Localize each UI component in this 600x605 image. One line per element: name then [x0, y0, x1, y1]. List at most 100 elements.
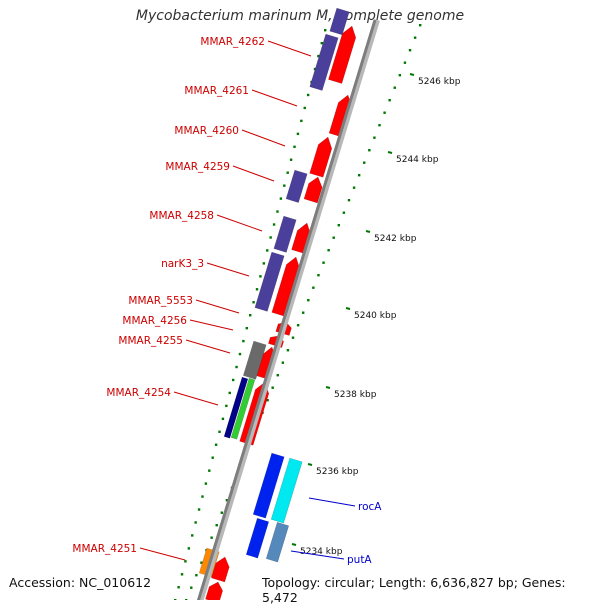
tick-dot [307, 299, 310, 302]
tick-dot [383, 111, 386, 114]
tick-dot [286, 349, 290, 352]
cds-forward-11-shape [211, 556, 230, 583]
gene-label-MMAR_4255: MMAR_4255 [118, 335, 183, 347]
inner-tick-dot [208, 469, 211, 472]
inner-tick-dot [306, 93, 310, 97]
leader-lines [139, 40, 356, 561]
inner-tick-dot [231, 378, 235, 382]
tick-dot [408, 49, 412, 52]
cds-reverse-4-shape [273, 215, 297, 253]
tick-dot [200, 561, 203, 564]
gene-label-narK3_3: narK3_3 [161, 258, 204, 270]
tick-dot [357, 174, 361, 177]
inner-tick-dot [252, 301, 255, 304]
gene-label-MMAR_4259: MMAR_4259 [165, 161, 230, 173]
cds-forward-12-shape [205, 581, 223, 600]
cds-reverse-2-shape [309, 33, 339, 91]
cds-forward-4-shape [303, 176, 323, 204]
tick-dot [225, 499, 229, 502]
gene-label-MMAR_4262: MMAR_4262 [200, 36, 265, 48]
leader-line [216, 214, 263, 232]
major-tick [345, 307, 351, 310]
inner-tick-dot [255, 288, 259, 291]
gene-features [198, 7, 357, 600]
tick-dot [312, 286, 315, 289]
cds-forward-3-shape [309, 136, 333, 178]
leader-line [173, 391, 219, 406]
cds-reverse-1-shape [329, 7, 350, 36]
scale-labels: 5246 kbp 5244 kbp 5242 kbp 5240 kbp 5238 kbp… [291, 73, 461, 557]
inner-tick-dot [317, 54, 320, 58]
inner-tick-dot [221, 417, 225, 421]
tick-dot [363, 161, 366, 164]
cds-forward-3 [309, 136, 333, 178]
tick-dot [352, 186, 356, 189]
feature-navy-shape [223, 376, 249, 439]
gene-label-MMAR_4251: MMAR_4251 [72, 543, 137, 555]
inner-tick-dot [180, 573, 184, 576]
inner-tick-dot [303, 106, 306, 110]
inner-tick-dot [211, 456, 214, 459]
feature-blue-1 [252, 452, 285, 519]
cds-reverse-2 [309, 33, 339, 91]
feature-label-putA: putA [347, 554, 372, 566]
cds-forward-1-shape [328, 25, 357, 84]
tick-dot [337, 224, 341, 227]
map-title: Mycobacterium marinum M, complete genome [135, 8, 465, 24]
tick-dot [195, 574, 198, 577]
inner-tick-dot [235, 365, 238, 369]
major-tick [387, 151, 393, 154]
inner-tick-dot [201, 495, 204, 498]
tick-dot [220, 511, 224, 514]
inner-tick-dot [262, 262, 266, 265]
inner-tick-dot [228, 391, 231, 395]
inner-tick-dot [238, 352, 242, 356]
leader-line [232, 165, 275, 182]
leader-line [139, 547, 186, 561]
cds-forward-6-shape [271, 256, 301, 317]
inner-tick-dot [197, 508, 201, 511]
cds-forward-4 [303, 176, 323, 204]
scale-label-5244: 5244 kbp [396, 155, 439, 165]
accession-text: Accession: NC_010612 [9, 575, 152, 590]
tick-dot [419, 24, 422, 27]
inner-tick-dot [289, 158, 293, 161]
inner-tick-dot [324, 29, 327, 32]
leader-line [185, 339, 231, 354]
tick-dot [342, 211, 346, 214]
major-tick [365, 230, 371, 233]
inner-tick-dot [293, 145, 296, 148]
backbone-shadow [197, 19, 380, 600]
leader-line [189, 319, 234, 331]
cds-reverse-3-shape [285, 169, 308, 203]
gene-label-MMAR_4258: MMAR_4258 [149, 210, 214, 222]
inner-tick-dot [259, 275, 262, 278]
inner-tick-dot [191, 534, 194, 537]
inner-tick-dot [187, 547, 191, 550]
inner-tick-dot [194, 521, 197, 524]
feature-cyan [270, 457, 303, 524]
feature-blue-2 [245, 517, 270, 559]
tick-dot [190, 586, 193, 589]
leader-line [206, 262, 250, 277]
leader-line [195, 299, 240, 314]
scale-label-5240: 5240 kbp [354, 311, 397, 321]
feature-steel-shape [265, 521, 290, 563]
gene-label-MMAR_5553: MMAR_5553 [128, 295, 193, 307]
gene-label-MMAR_4256: MMAR_4256 [122, 315, 187, 327]
tick-dot [322, 261, 325, 264]
inner-tick-dot [272, 223, 276, 226]
tick-dot [393, 86, 396, 89]
tick-dot [413, 36, 417, 39]
tick-dot [373, 136, 376, 139]
scale-label-5234: 5234 kbp [300, 547, 343, 557]
tick-dot [378, 124, 381, 127]
feature-label-rocA: rocA [358, 501, 382, 513]
tick-dot [215, 524, 218, 527]
tick-dot [266, 399, 269, 402]
gene-label-MMAR_4260: MMAR_4260 [174, 125, 239, 137]
major-tick [307, 463, 313, 466]
inner-tick-dot [269, 236, 272, 239]
